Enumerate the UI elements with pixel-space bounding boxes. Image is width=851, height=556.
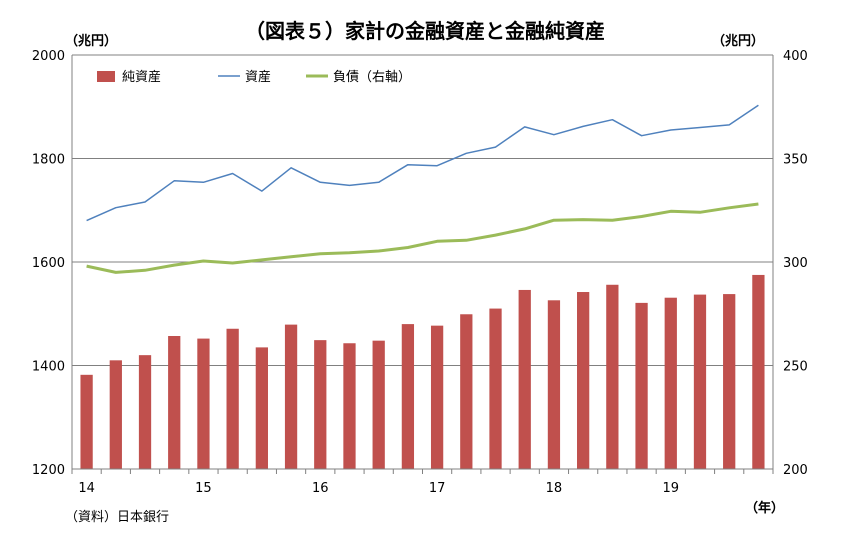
left-tick-label: 1400: [32, 360, 65, 375]
bar-net-assets: [460, 314, 472, 469]
bar-net-assets: [694, 295, 706, 469]
series-lines: [87, 105, 759, 272]
bar-net-assets: [606, 285, 618, 469]
x-tick-label: 15: [195, 481, 212, 496]
bar-net-assets: [139, 355, 151, 469]
bar-net-assets: [752, 275, 764, 469]
assets-line: [87, 105, 759, 220]
legend: 純資産 資産 負債（右軸）: [97, 69, 411, 85]
bar-net-assets: [519, 290, 531, 469]
right-tick-label: 250: [783, 360, 808, 375]
left-tick-label: 1600: [32, 256, 65, 271]
bar-net-assets: [197, 339, 209, 469]
right-tick-label: 400: [783, 49, 808, 64]
x-axis-unit: （年）: [745, 500, 784, 516]
bar-net-assets: [256, 347, 268, 469]
right-tick-label: 200: [783, 463, 808, 478]
bar-net-assets: [489, 309, 501, 469]
bar-net-assets: [314, 340, 326, 469]
legend-label: 負債（右軸）: [333, 70, 411, 85]
bar-net-assets: [168, 336, 180, 469]
x-tick-label: 14: [78, 481, 95, 496]
bar-net-assets: [635, 303, 647, 469]
right-axis-unit: （兆円）: [712, 33, 764, 49]
chart-title: （図表５）家計の金融資産と金融純資産: [245, 19, 605, 43]
x-tick-label: 18: [546, 481, 563, 496]
right-tick-label: 300: [783, 256, 808, 271]
legend-label: 資産: [245, 69, 271, 85]
net-assets-bars: [80, 275, 764, 469]
left-axis-unit: （兆円）: [65, 33, 117, 49]
x-tick-label: 19: [662, 481, 679, 496]
bar-net-assets: [665, 298, 677, 469]
source-note: （資料）日本銀行: [65, 510, 169, 525]
bar-net-assets: [548, 300, 560, 469]
left-tick-label: 1800: [32, 153, 65, 168]
bar-net-assets: [343, 343, 355, 469]
x-tick-label: 17: [429, 481, 446, 496]
bar-net-assets: [227, 329, 239, 469]
left-tick-label: 1200: [32, 463, 65, 478]
bar-net-assets: [373, 341, 385, 469]
x-tick-label: 16: [312, 481, 329, 496]
bar-net-assets: [723, 294, 735, 469]
legend-swatch-net-assets: [97, 71, 115, 82]
bar-net-assets: [577, 292, 589, 469]
bar-net-assets: [110, 360, 122, 469]
bar-net-assets: [402, 324, 414, 469]
bar-net-assets: [80, 375, 92, 469]
bar-net-assets: [431, 326, 443, 469]
right-tick-label: 350: [783, 153, 808, 168]
legend-label: 純資産: [122, 69, 161, 85]
left-tick-label: 2000: [32, 49, 65, 64]
bar-net-assets: [285, 325, 297, 469]
